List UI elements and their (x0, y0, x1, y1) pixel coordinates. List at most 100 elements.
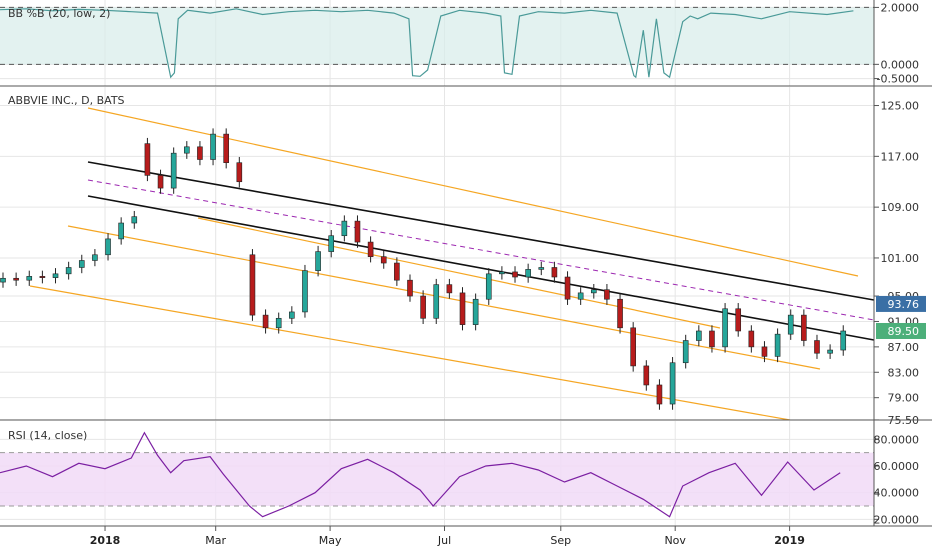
candle-body (289, 311, 295, 319)
candle-body (512, 271, 518, 278)
x-tick-label: Nov (664, 534, 686, 547)
price-tag-label: 89.50 (888, 325, 920, 338)
candle-body (184, 146, 190, 154)
candle-body (78, 260, 85, 268)
candle-body (682, 340, 689, 364)
rsi-ytick-label: 20.0000 (874, 513, 920, 526)
candle-body (341, 220, 348, 237)
candle-body (367, 241, 374, 257)
candle-body (551, 267, 558, 278)
candle-body (787, 314, 794, 335)
candle-body (65, 267, 72, 275)
candle-body (485, 273, 492, 300)
price-grid (0, 87, 874, 421)
x-tick-label: 2019 (774, 534, 805, 547)
price-pane-title: ABBVIE INC., D, BATS (8, 94, 125, 107)
price-ytick-label: 87.00 (888, 341, 920, 354)
price-tag-label: 93.76 (888, 298, 920, 311)
candle-body (223, 133, 229, 163)
candle-body (262, 314, 269, 329)
bb-series-line (0, 8, 854, 79)
candle-body (801, 314, 807, 341)
channel-overlays (29, 107, 875, 421)
bb-ytick-label: 2.0000 (881, 1, 920, 14)
price-ytick-label: 117.00 (881, 150, 920, 163)
candle-body (328, 235, 335, 252)
rsi-y-axis: 80.0000 60.0000 40.0000 20.0000 (874, 433, 920, 526)
bb-pane: BB %B (20, low, 2) 2.0000 0.0000 -0.5000 (0, 0, 919, 86)
rsi-series-line (0, 431, 841, 518)
channel-inner-upper-line (197, 217, 721, 329)
candle-body (275, 317, 282, 329)
candle-body (302, 270, 308, 313)
candle-body (577, 292, 584, 300)
candle-body (472, 298, 479, 325)
x-tick-label: Jul (437, 534, 451, 547)
rsi-ytick-label: 80.0000 (874, 433, 920, 446)
candle-body (249, 254, 256, 316)
candle-body (827, 349, 833, 354)
candle-body (643, 365, 650, 386)
channel-upper-line (87, 107, 859, 277)
x-tick-label: May (319, 534, 342, 547)
x-tick-label: Mar (205, 534, 226, 547)
candle-body (761, 346, 768, 357)
candle-body (748, 330, 755, 348)
candle-body (446, 284, 453, 294)
candle-body (617, 298, 623, 329)
trendline-upper (87, 161, 875, 301)
candle-body (13, 277, 19, 281)
bb-ytick-label: -0.5000 (877, 73, 919, 86)
candle-body (722, 308, 728, 348)
candle-body (39, 276, 46, 278)
bb-ytick-label: 0.0000 (881, 58, 920, 71)
midline-dashed (87, 179, 875, 321)
bb-band-fill (0, 7, 874, 65)
candle-body (604, 289, 610, 300)
candle-body (840, 330, 847, 351)
price-y-axis: 125.00117.00109.00101.0095.0091.0087.008… (874, 100, 919, 427)
candle-body (459, 292, 466, 325)
candle-body (170, 152, 177, 189)
candle-body (26, 276, 33, 281)
price-tag-bg (876, 322, 926, 339)
candle-body (52, 273, 59, 278)
candle-body (564, 276, 571, 300)
bb-pane-title: BB %B (20, low, 2) (8, 7, 110, 20)
candle-body (0, 277, 6, 283)
candle-body (118, 222, 124, 240)
candle-body (394, 262, 400, 281)
price-ytick-label: 83.00 (888, 366, 920, 379)
price-ytick-label: 109.00 (881, 201, 920, 214)
trendline-lower (87, 195, 875, 341)
candle-body (210, 133, 216, 160)
candle-body (590, 289, 597, 294)
candle-body (92, 254, 98, 261)
price-tags: 93.76 89.50 (876, 295, 926, 339)
pane-frames (0, 0, 932, 527)
candle-body (354, 220, 361, 243)
candle-body (157, 175, 164, 189)
price-pane: ABBVIE INC., D, BATS 125.00 117.00 109.00 1… (0, 87, 926, 427)
price-tag-bg (876, 295, 926, 312)
rsi-pane-title: RSI (14, close) (8, 429, 87, 442)
candle-body (525, 269, 531, 278)
candle-body (131, 216, 138, 224)
candle-body (105, 238, 111, 256)
candle-body (499, 271, 505, 275)
candle-body (630, 327, 636, 367)
rsi-pane: RSI (14, close) 80.0000 60.0000 40.0000 20.… (0, 421, 919, 526)
rsi-ytick-label: 40.0000 (874, 487, 920, 500)
candle-body (814, 340, 820, 354)
candle-body (197, 146, 203, 160)
candles (0, 128, 847, 410)
candle-body (656, 384, 663, 405)
bb-y-axis: 2.0000 0.0000 -0.5000 (874, 1, 920, 86)
candle-body (433, 284, 440, 319)
candle-body (407, 279, 413, 297)
channel-lower-line (67, 225, 821, 370)
x-tick-label: 2018 (90, 534, 121, 547)
price-ytick-label: 101.00 (881, 252, 920, 265)
candle-body (236, 162, 243, 183)
